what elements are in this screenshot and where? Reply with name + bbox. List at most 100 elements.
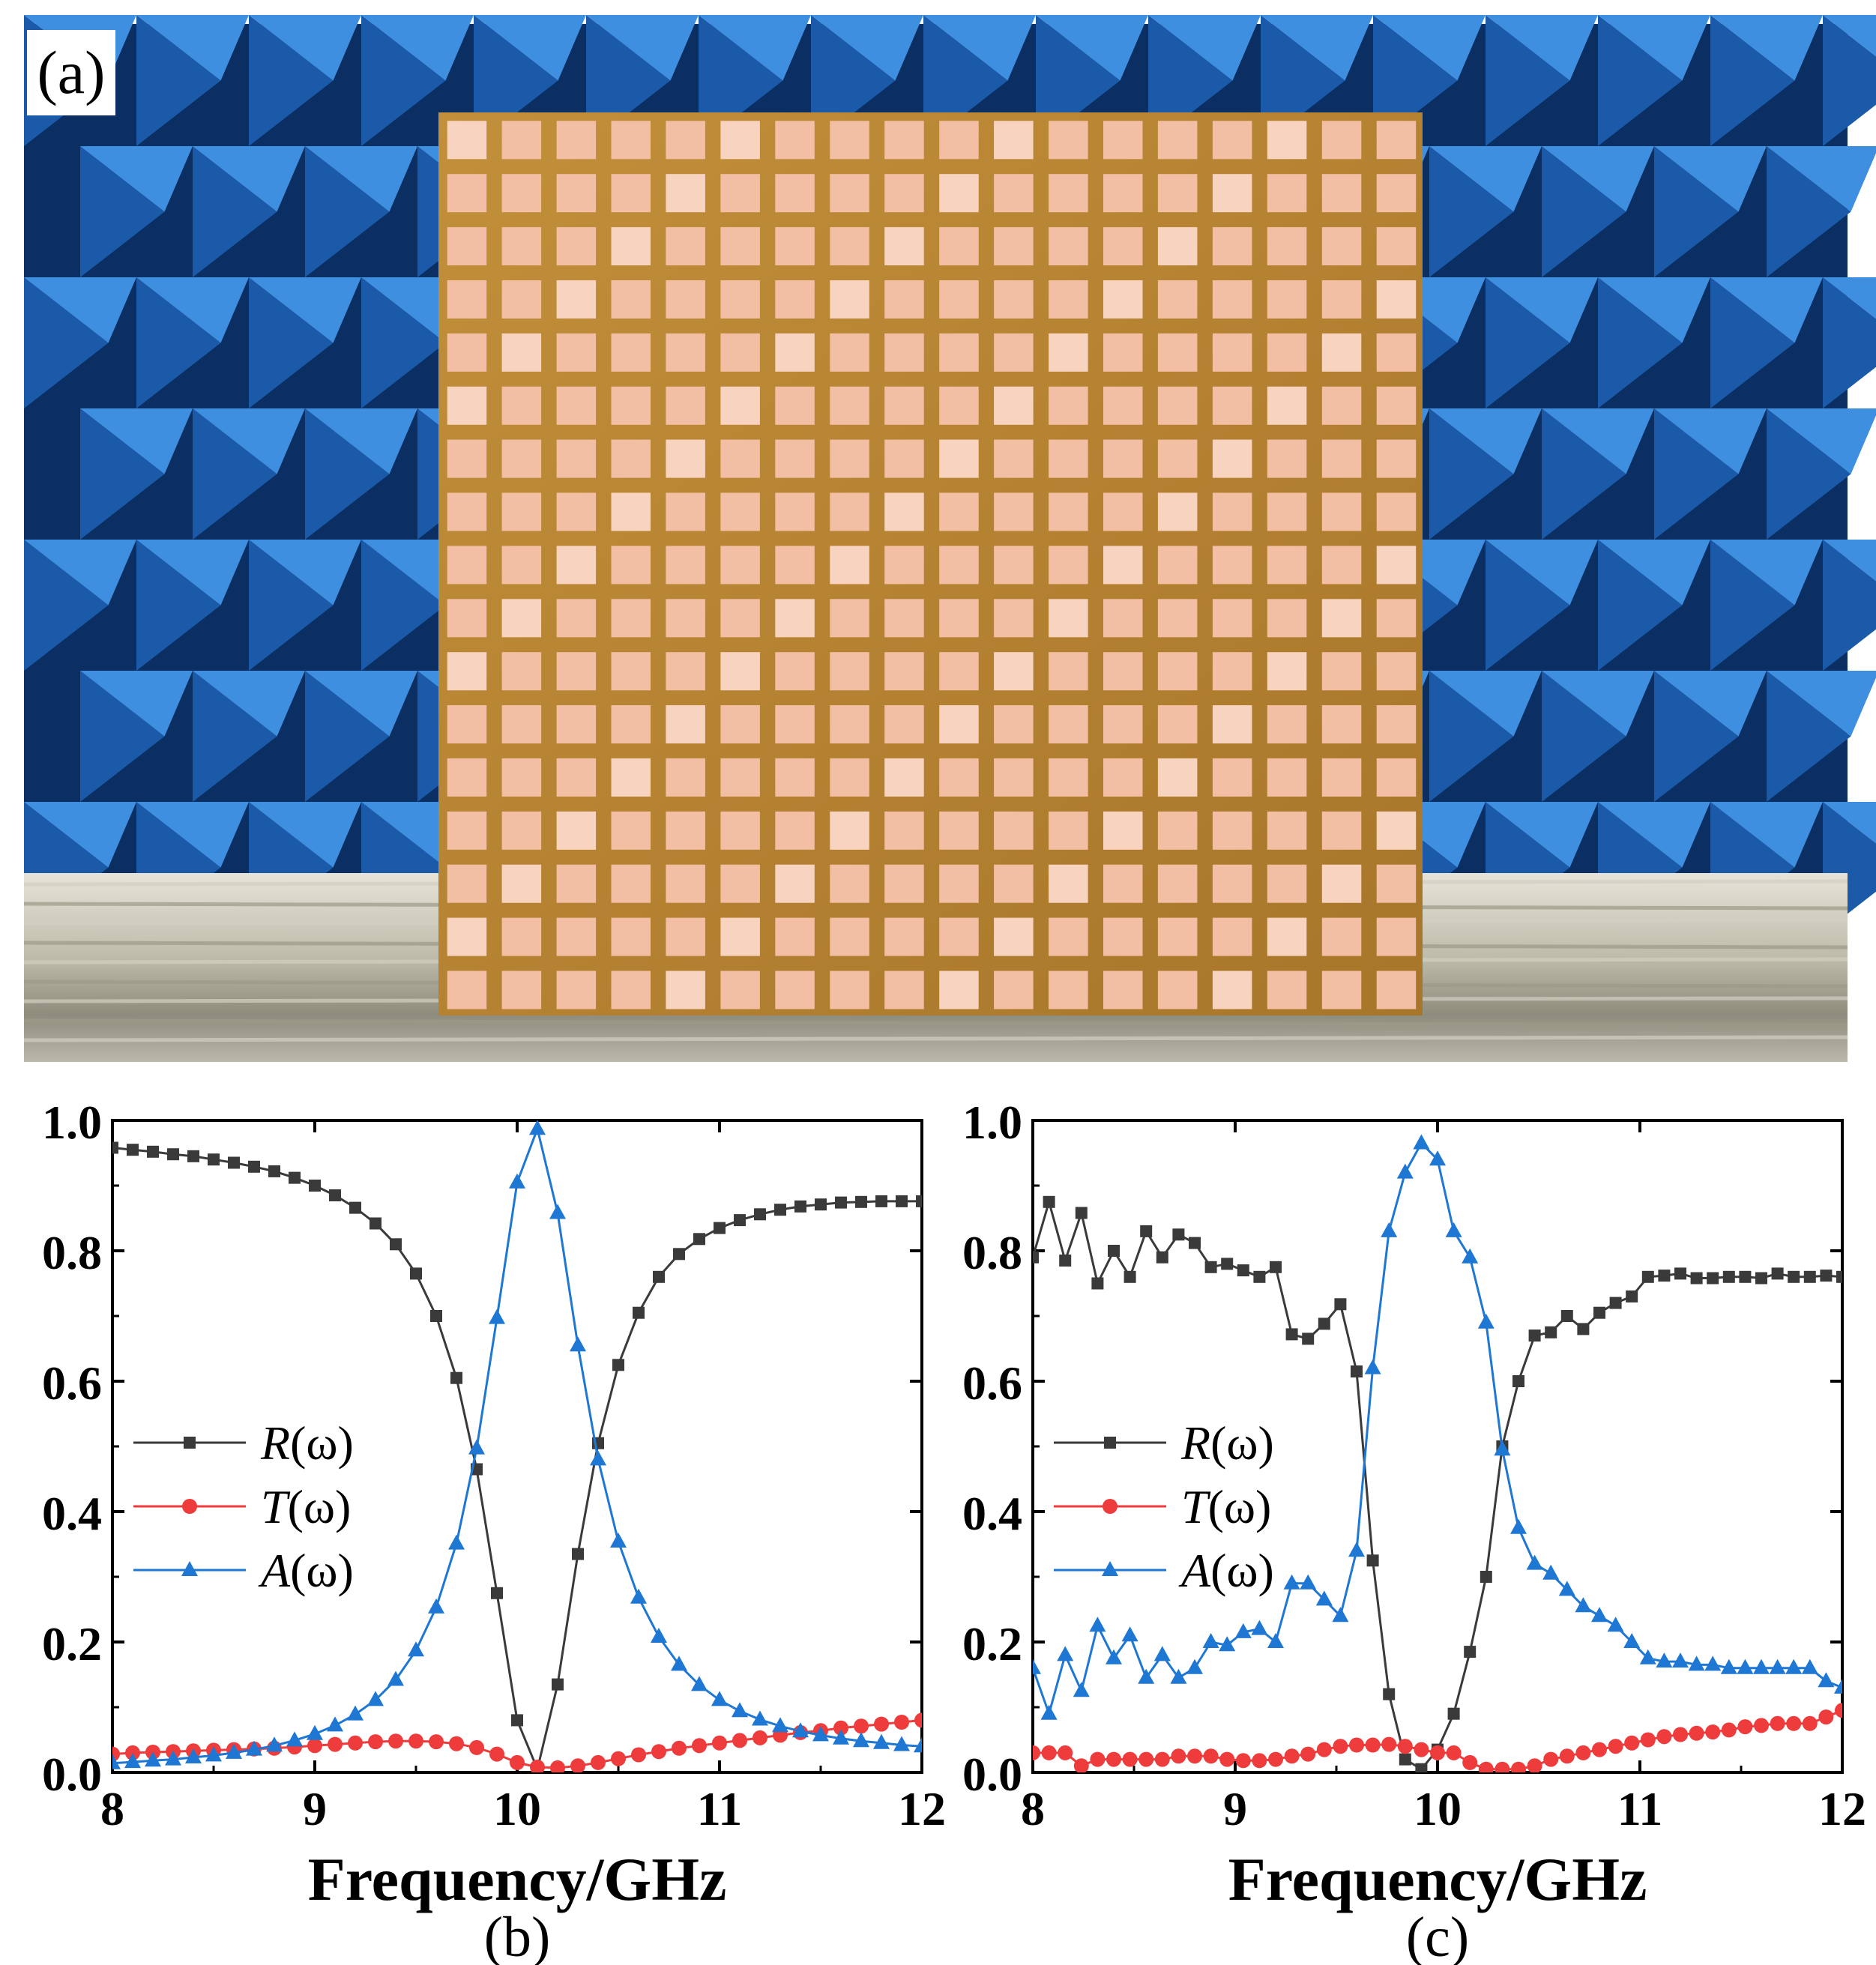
chart-c-series-T-point <box>1171 1748 1186 1764</box>
chart-c-series-T-point <box>1349 1737 1364 1753</box>
absorber-facet <box>249 15 334 146</box>
chart-b-series-R-point <box>815 1198 827 1211</box>
chart-b-series-T-point <box>692 1738 707 1754</box>
metal-patch <box>720 971 760 1009</box>
chart-b-series-R-point <box>875 1195 887 1207</box>
metal-patch <box>1157 864 1198 903</box>
metal-patch <box>1212 333 1252 372</box>
metal-patch <box>611 227 651 266</box>
metal-patch <box>556 280 597 319</box>
metal-patch <box>775 971 815 1009</box>
chart-b-series-T-point <box>368 1734 383 1750</box>
chart-c-series-A-point <box>1089 1617 1106 1632</box>
metal-patch <box>1049 917 1088 956</box>
absorber-facet <box>1598 802 1710 868</box>
metal-patch <box>1212 652 1252 691</box>
absorber-facet <box>1710 15 1795 146</box>
chart-c-series-A-point <box>1315 1590 1333 1606</box>
chart-c-series-A-point <box>1769 1658 1786 1674</box>
chart-c-series-A-point <box>1704 1655 1722 1671</box>
chart-b-series-A-point <box>448 1534 465 1550</box>
metal-patch <box>556 811 597 850</box>
chart-b-series-R-point <box>734 1214 746 1227</box>
metasurface-sample-board <box>438 112 1423 1015</box>
metal-patch <box>720 333 760 372</box>
metal-patch <box>775 121 815 160</box>
chart-b-legend-T-label: T(ω) <box>261 1480 351 1533</box>
chart-b-series-T-point <box>732 1733 747 1748</box>
metal-patch <box>1267 174 1307 213</box>
chart-c-series-A-point <box>1121 1626 1138 1642</box>
chart-c-series-T-point <box>1705 1724 1721 1740</box>
chart-b-series-A-point <box>408 1641 424 1657</box>
absorber-facet <box>136 802 249 868</box>
metal-patch <box>775 546 815 585</box>
metal-patch <box>501 174 542 213</box>
chart-b-series-R-point <box>653 1270 665 1283</box>
metal-patch <box>1157 758 1198 797</box>
chart-b-legend: R(ω)T(ω)A(ω) <box>133 1416 354 1597</box>
chart-b-series-T-point <box>591 1754 606 1770</box>
chart-b-series-A-point <box>772 1717 788 1733</box>
chart-c-series-T-point <box>1543 1751 1559 1767</box>
metal-patch <box>447 971 487 1009</box>
metal-patch <box>994 917 1034 956</box>
metal-patch <box>1103 386 1143 425</box>
metal-patch <box>939 121 979 160</box>
metal-patch <box>611 386 651 425</box>
metal-patch <box>720 652 760 691</box>
absorber-facet <box>80 146 193 212</box>
chart-c-series-T-point <box>1511 1761 1526 1772</box>
chart-b-series-T-point <box>611 1751 626 1766</box>
metal-patch <box>939 705 979 743</box>
chart-c-plot-area <box>1033 1134 1842 1772</box>
chart-c-ticks <box>1031 1119 1844 1774</box>
chart-c-series-R-point <box>1253 1270 1266 1283</box>
metal-patch <box>556 652 597 691</box>
metal-patch <box>830 174 869 213</box>
chart-c-x-tick-label: 11 <box>1617 1782 1662 1835</box>
chart-c-series-T-point <box>1333 1739 1348 1754</box>
chart-c-series-A-point <box>1429 1150 1446 1166</box>
chart-b-series-R-point <box>855 1195 867 1208</box>
metal-patch <box>1376 227 1417 266</box>
chart-c-series-A-line <box>1033 1141 1842 1718</box>
metal-patch <box>994 492 1034 531</box>
chart-c-series-R-point <box>1755 1272 1767 1285</box>
metal-patch <box>1049 864 1088 903</box>
chart-b-series-R-point <box>794 1200 806 1213</box>
metal-patch <box>501 546 542 585</box>
metal-patch <box>994 174 1034 213</box>
chart-b-series-R-point <box>289 1171 301 1184</box>
metal-patch <box>1267 546 1307 585</box>
chart-b-series-T-point <box>935 1711 950 1726</box>
metal-patch <box>1103 546 1143 585</box>
metal-patch <box>611 971 651 1009</box>
chart-c-series-A-point <box>1737 1658 1754 1674</box>
metal-patch <box>884 864 924 903</box>
chart-b-series-T-point <box>1016 1704 1031 1719</box>
chart-c-series-A-point <box>1462 1248 1479 1264</box>
absorber-facet <box>136 277 249 343</box>
metal-patch <box>1321 280 1362 319</box>
chart-c-series-T-point <box>1252 1753 1267 1769</box>
absorber-facet <box>249 540 361 606</box>
metal-patch <box>556 174 597 213</box>
chart-c-series-T-point <box>1478 1761 1494 1772</box>
chart-c-series-A-point <box>1607 1617 1624 1632</box>
metal-patch <box>1212 492 1252 531</box>
absorber-facet <box>249 277 361 343</box>
metal-patch-array <box>447 121 1417 1009</box>
absorber-facet <box>136 540 221 671</box>
metal-patch <box>1212 280 1252 319</box>
absorber-facet <box>249 540 334 671</box>
chart-c-series-R-point <box>1399 1753 1411 1766</box>
chart-c-series-A-point <box>1396 1163 1414 1179</box>
metal-patch <box>1049 439 1088 478</box>
metal-patch <box>1212 971 1252 1009</box>
chart-b-series-A-point <box>226 1743 242 1759</box>
chart-b-series-R-point <box>511 1714 523 1727</box>
metal-patch <box>1376 811 1417 850</box>
chart-c-series-T-point <box>1268 1751 1283 1767</box>
metal-patch <box>720 492 760 531</box>
